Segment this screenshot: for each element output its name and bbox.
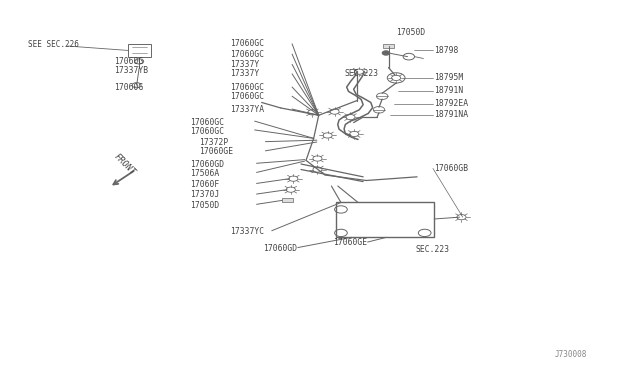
Text: 17050D: 17050D: [190, 201, 219, 209]
Text: 17372P: 17372P: [200, 138, 228, 147]
Text: 18791N: 18791N: [434, 86, 463, 95]
Text: 17060G: 17060G: [114, 57, 143, 66]
Text: 17337Y: 17337Y: [230, 60, 259, 69]
Bar: [383, 44, 394, 48]
Text: 17060G: 17060G: [114, 83, 143, 92]
Text: 18792EA: 18792EA: [434, 99, 468, 108]
Text: 17060GB: 17060GB: [434, 164, 468, 173]
Text: 17060GC: 17060GC: [190, 126, 224, 135]
Text: FRONT: FRONT: [112, 152, 137, 177]
Text: 17060GE: 17060GE: [200, 147, 234, 156]
Text: 17060GC: 17060GC: [230, 49, 264, 58]
Text: SEE SEC.226: SEE SEC.226: [28, 41, 79, 49]
Text: 17060GD: 17060GD: [263, 244, 297, 253]
Text: 17337YC: 17337YC: [230, 227, 264, 236]
Text: 17337YA: 17337YA: [230, 105, 264, 113]
Text: SEC.223: SEC.223: [344, 69, 378, 78]
Text: 17060GD: 17060GD: [190, 160, 224, 169]
Text: 17060GC: 17060GC: [230, 83, 264, 92]
Bar: [282, 198, 293, 202]
Text: 17060GC: 17060GC: [230, 39, 264, 48]
Text: J730008: J730008: [555, 350, 587, 359]
Text: 17506A: 17506A: [190, 169, 219, 178]
Text: 18795M: 18795M: [434, 73, 463, 83]
Text: 17337Y: 17337Y: [230, 69, 259, 78]
Text: 17370J: 17370J: [190, 190, 219, 199]
Text: 18791NA: 18791NA: [434, 110, 468, 119]
Text: 17337YB: 17337YB: [114, 66, 148, 75]
Circle shape: [382, 51, 390, 55]
Text: 17060F: 17060F: [190, 180, 219, 189]
Text: 17060GC: 17060GC: [230, 92, 264, 101]
Text: 18798: 18798: [434, 46, 459, 55]
Text: 17060GC: 17060GC: [190, 118, 224, 127]
Text: 17050D: 17050D: [396, 28, 426, 36]
Bar: [336, 202, 434, 237]
Text: 17060GE: 17060GE: [333, 238, 367, 247]
Text: SEC.223: SEC.223: [415, 244, 449, 254]
Bar: [128, 44, 150, 57]
